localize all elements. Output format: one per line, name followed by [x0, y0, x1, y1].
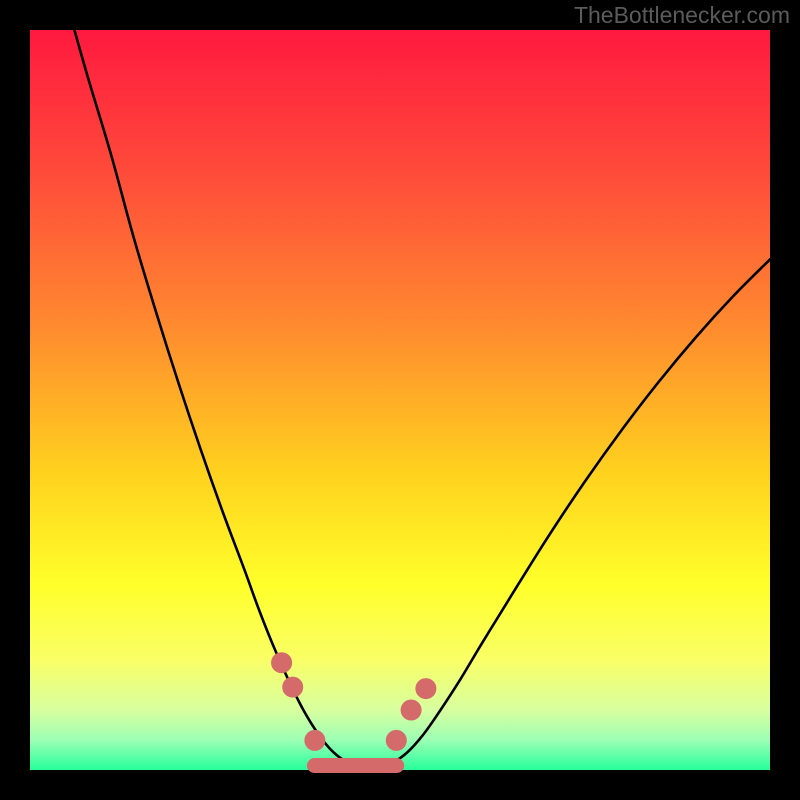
chart-svg [0, 0, 800, 800]
chart-frame: TheBottlenecker.com [0, 0, 800, 800]
marker-dot [283, 677, 303, 697]
marker-dot [305, 730, 325, 750]
marker-dot [386, 730, 406, 750]
curve-left [74, 30, 363, 766]
marker-dot [401, 700, 421, 720]
marker-bar [307, 758, 404, 773]
marker-dot [416, 679, 436, 699]
marker-dot [272, 653, 292, 673]
